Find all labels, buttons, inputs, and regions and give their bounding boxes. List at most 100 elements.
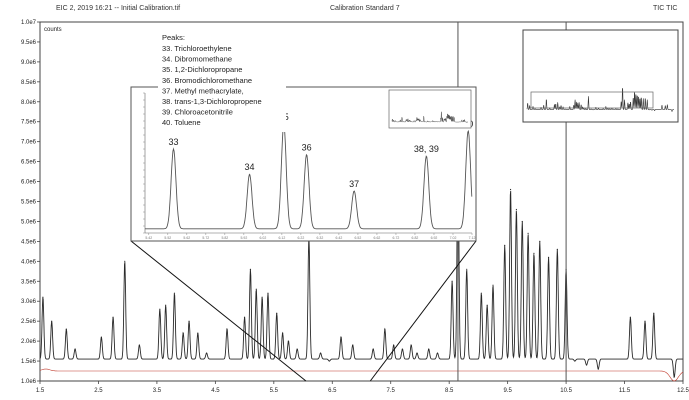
inset-x-tick-label: 6.52 [355, 236, 362, 240]
inset-overview-trace [391, 111, 468, 124]
inset-x-tick-label: 5.72 [202, 236, 209, 240]
y-tick-label: 7.0e6 [21, 140, 37, 146]
peak-marker [138, 344, 140, 346]
peak-marker [165, 304, 167, 306]
peak-marker [597, 368, 599, 370]
inset-x-tick-label: 6.82 [412, 236, 419, 240]
inset-x-tick-label: 6.02 [259, 236, 266, 240]
peak-marker [629, 316, 631, 318]
peak-marker [585, 364, 588, 366]
y-tick-label: 4.5e6 [21, 239, 37, 245]
peak-marker [112, 316, 114, 318]
y-tick-label: 9.5e6 [21, 40, 37, 46]
inset-x-tick-label: 5.92 [240, 236, 247, 240]
peak-marker [255, 288, 257, 290]
inset-x-tick-label: 6.12 [278, 236, 285, 240]
peak-marker [401, 348, 404, 350]
peak-marker [393, 344, 395, 346]
peak-marker [226, 328, 228, 330]
peak-label: 37 [349, 179, 359, 189]
x-tick-label: 7.5 [387, 388, 396, 394]
inset-x-tick-label: 6.62 [374, 236, 381, 240]
peak-marker [188, 320, 190, 322]
peak-marker [319, 352, 322, 354]
peak-marker [416, 352, 418, 354]
overview-panel [522, 29, 679, 123]
peak-marker [436, 352, 439, 354]
y-tick-label: 3.5e6 [21, 279, 37, 285]
y-tick-label: 8.0e6 [21, 100, 37, 106]
inset-x-tick-label: 5.42 [145, 236, 152, 240]
inset-trace [145, 122, 473, 230]
inset-x-tick-label: 6.42 [336, 236, 343, 240]
y-axis-label: counts [44, 27, 62, 33]
peak-marker [539, 240, 541, 242]
inset-x-tick-label: 5.62 [183, 236, 190, 240]
legend-entry: 39. Chloroacetonitrile [162, 108, 233, 117]
peak-marker [281, 332, 284, 334]
peak-marker [653, 312, 655, 314]
overview-window [530, 91, 654, 109]
legend-title: Peaks: [162, 33, 185, 42]
peak-marker [410, 344, 412, 346]
peak-marker [287, 340, 290, 342]
peak-label: 38, 39 [414, 144, 439, 154]
window-titlebar: EIC 2, 2019 16:21 -- Initial Calibration… [0, 0, 689, 20]
legend-entry: 33. Trichloroethylene [162, 44, 232, 53]
peak-legend: Peaks: 33. Trichloroethylene 34. Dibromome… [158, 30, 286, 132]
y-tick-label: 6.5e6 [21, 160, 37, 166]
peak-marker [296, 348, 298, 350]
peak-marker [556, 248, 558, 250]
inset-overview-panel [388, 89, 472, 129]
y-tick-label: 2.0e6 [21, 339, 37, 345]
peak-marker [533, 252, 535, 254]
x-tick-label: 1.5 [36, 388, 45, 394]
peak-marker [480, 292, 482, 294]
x-tick-label: 2.5 [94, 388, 103, 394]
peak-marker [384, 328, 386, 330]
y-tick-label: 5.0e6 [21, 219, 37, 225]
peak-marker [486, 304, 488, 306]
x-tick-label: 6.5 [328, 388, 337, 394]
legend-entry: 34. Dibromomethane [162, 55, 232, 64]
y-tick-label: 8.5e6 [21, 80, 37, 86]
x-tick-label: 8.5 [445, 388, 454, 394]
x-tick-label: 12.5 [677, 388, 689, 394]
peak-marker [504, 244, 506, 246]
peak-marker [515, 208, 518, 211]
overview-trace [526, 88, 674, 112]
peak-marker [276, 312, 278, 314]
baseline-trace [39, 368, 684, 382]
y-tick-label: 1.0e7 [21, 20, 37, 26]
inset-x-tick-label: 6.72 [393, 236, 400, 240]
peak-marker [492, 284, 494, 286]
y-tick-label: 1.0e6 [21, 379, 37, 385]
peak-marker [205, 352, 208, 354]
peak-marker [328, 360, 330, 362]
inset-x-tick-label: 6.32 [317, 236, 324, 240]
x-tick-label: 9.5 [503, 388, 512, 394]
peak-marker [243, 316, 246, 318]
y-tick-label: 4.0e6 [21, 259, 37, 265]
x-tick-label: 4.5 [211, 388, 220, 394]
x-tick-label: 10.5 [560, 388, 572, 394]
peak-marker [547, 256, 550, 258]
peak-marker [673, 376, 675, 378]
y-tick-label: 6.0e6 [21, 180, 37, 186]
inset-x-tick-label: 7.12 [469, 236, 476, 240]
peak-marker [51, 320, 53, 322]
peak-label: 36 [302, 143, 312, 153]
peak-marker [182, 332, 184, 334]
window-title-right: TIC TIC [653, 5, 678, 12]
peak-marker [197, 332, 199, 334]
peak-marker [644, 320, 646, 322]
y-tick-label: 9.0e6 [21, 60, 37, 66]
peak-marker [42, 296, 44, 298]
y-tick-label: 2.5e6 [21, 319, 37, 325]
peak-marker [249, 268, 252, 270]
peak-marker [74, 348, 76, 350]
legend-entry: 40. Toluene [162, 118, 201, 127]
peak-marker [521, 220, 523, 223]
